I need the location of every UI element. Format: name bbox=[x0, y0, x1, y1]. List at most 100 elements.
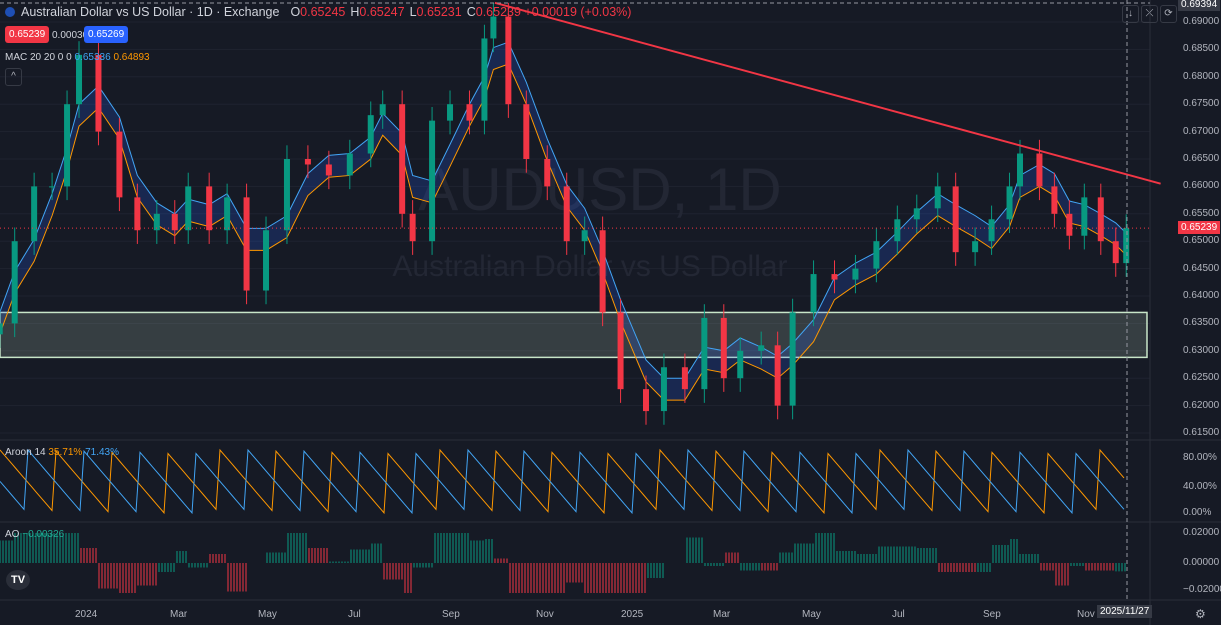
aroon-tick: 0.00% bbox=[1183, 507, 1212, 518]
scroll-down-icon[interactable]: ↓ bbox=[1122, 5, 1139, 23]
candle bbox=[379, 104, 386, 116]
candle bbox=[481, 38, 488, 121]
candle bbox=[31, 186, 38, 242]
candle bbox=[134, 197, 141, 231]
support-zone bbox=[0, 311, 1148, 359]
ao-legend: AO −0.00326 bbox=[5, 529, 65, 540]
price-tick: 0.62500 bbox=[1183, 372, 1220, 384]
settings-icon[interactable]: ⚙ bbox=[1195, 607, 1206, 621]
ma-upper-line bbox=[0, 41, 1127, 379]
candle bbox=[409, 213, 416, 242]
maximize-icon[interactable]: ⟳ bbox=[1160, 5, 1177, 23]
candle bbox=[810, 274, 817, 313]
candle bbox=[171, 213, 178, 231]
price-tick: 0.64000 bbox=[1183, 290, 1220, 301]
watermark-symbol: AUDUSD, 1D bbox=[418, 156, 781, 223]
candle bbox=[224, 197, 231, 231]
candle bbox=[972, 241, 979, 253]
candle bbox=[643, 389, 649, 412]
price-tick: 0.63000 bbox=[1183, 344, 1220, 356]
time-tick: 2024 bbox=[75, 609, 98, 620]
aroon-down-line bbox=[0, 448, 1125, 515]
candle bbox=[49, 186, 56, 188]
candle bbox=[1051, 186, 1058, 214]
candle bbox=[599, 230, 606, 313]
price-tick: 0.66500 bbox=[1183, 153, 1220, 164]
price-tick: 0.69000 bbox=[1183, 16, 1220, 27]
candle bbox=[1081, 197, 1088, 236]
spread: 0.00030 bbox=[52, 30, 89, 41]
price-tick: 0.61500 bbox=[1183, 427, 1220, 438]
time-tick: Nov bbox=[1077, 609, 1095, 620]
candle bbox=[1123, 228, 1130, 264]
time-tick: Nov bbox=[536, 609, 554, 620]
candle bbox=[737, 350, 744, 379]
time-tick: Mar bbox=[170, 609, 188, 620]
candle bbox=[952, 186, 959, 253]
aroon-tick: 80.00% bbox=[1183, 452, 1217, 463]
time-tick: Sep bbox=[442, 609, 460, 620]
price-tick: 0.67000 bbox=[1183, 125, 1220, 137]
candle bbox=[660, 367, 667, 412]
time-tick: Jul bbox=[892, 609, 905, 620]
chart-header: Australian Dollar vs US Dollar · 1D · Ex… bbox=[5, 5, 631, 19]
candle bbox=[1112, 241, 1119, 264]
candle bbox=[544, 159, 551, 187]
price-tick: 0.62000 bbox=[1183, 399, 1220, 411]
candle bbox=[283, 159, 290, 231]
ma-lower-line bbox=[0, 63, 1127, 401]
candle bbox=[399, 104, 406, 214]
aroon-up-line bbox=[0, 448, 1125, 515]
collapse-icon[interactable]: ⤫ bbox=[1141, 5, 1158, 23]
time-tick: Mar bbox=[713, 609, 731, 620]
time-tick: May bbox=[802, 609, 821, 620]
ohlc-values: O0.65245 H0.65247 L0.65231 C0.65239 +0.0001… bbox=[290, 5, 632, 19]
candle bbox=[153, 213, 160, 231]
candle bbox=[263, 230, 270, 291]
ao-tick: −0.02000 bbox=[1183, 584, 1221, 595]
price-tick: 0.68500 bbox=[1183, 43, 1220, 55]
candle bbox=[894, 219, 901, 242]
candle bbox=[206, 186, 213, 231]
watermark-name: Australian Dollar vs US Dollar bbox=[392, 250, 787, 283]
price-tick: 0.66000 bbox=[1183, 180, 1220, 192]
price-tick: 0.67500 bbox=[1183, 98, 1220, 110]
candle bbox=[64, 104, 71, 187]
candle bbox=[466, 104, 473, 121]
candle bbox=[429, 120, 436, 242]
candle bbox=[490, 16, 497, 39]
candle bbox=[95, 54, 102, 132]
candle bbox=[913, 208, 920, 220]
mac-legend: MAC 20 20 0 0 0.65336 0.64893 bbox=[5, 52, 150, 63]
candle bbox=[523, 104, 530, 159]
ao-tick: 0.02000 bbox=[1183, 527, 1220, 538]
candle bbox=[76, 54, 83, 105]
candle bbox=[243, 197, 250, 291]
symbol-title[interactable]: Australian Dollar vs US Dollar · 1D · Ex… bbox=[21, 5, 280, 19]
price-tick: 0.65000 bbox=[1183, 235, 1220, 247]
time-tick: Sep bbox=[983, 609, 1001, 620]
candle bbox=[346, 153, 353, 176]
candle bbox=[505, 16, 512, 105]
candle bbox=[367, 115, 374, 154]
time-tick: May bbox=[258, 609, 277, 620]
tradingview-logo[interactable]: TV bbox=[6, 570, 30, 590]
candle bbox=[1006, 186, 1013, 220]
price-tick: 0.68000 bbox=[1183, 70, 1220, 82]
candle bbox=[831, 274, 838, 280]
price-tick: 0.64500 bbox=[1183, 262, 1220, 274]
candle bbox=[988, 219, 995, 242]
candle bbox=[617, 312, 624, 390]
candle bbox=[1017, 153, 1023, 187]
buy-button[interactable]: 0.65269 bbox=[84, 26, 129, 43]
candle bbox=[852, 268, 859, 280]
sell-button[interactable]: 0.65239 bbox=[5, 26, 50, 43]
price-top-label: 0.69394 bbox=[1178, 0, 1221, 11]
candle bbox=[934, 186, 941, 209]
candle bbox=[185, 186, 192, 231]
candle bbox=[720, 317, 727, 379]
collapse-legend-button[interactable]: ^ bbox=[5, 68, 22, 86]
candle bbox=[1066, 213, 1073, 236]
time-tick: Jul bbox=[348, 609, 361, 620]
